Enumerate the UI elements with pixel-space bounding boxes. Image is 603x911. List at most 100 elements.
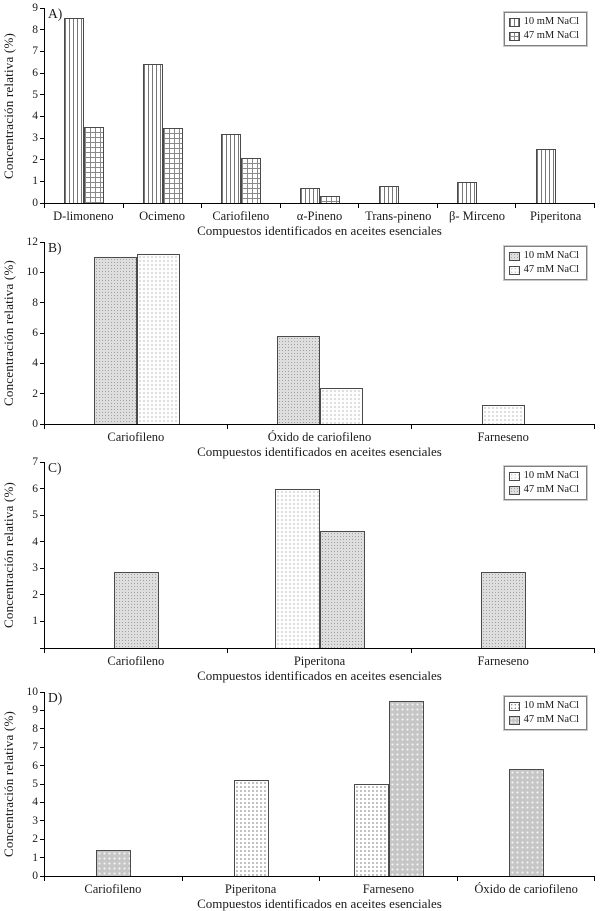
legend-item: 47 mM NaCl [508,29,579,43]
y-tick-mark [40,728,44,730]
bar-A-47mM-0 [84,127,105,203]
y-tick-label: 9 [32,2,38,14]
plot-main-A: A) 10 mM NaCl 47 mM NaCl D-limoneno Ocimeno C… [44,6,596,238]
y-axis-title-text: Concentración relativa (%) [0,260,16,406]
y-tick-mark [40,594,44,596]
y-tick-label: 5 [32,509,38,522]
y-tick-mark [40,137,44,139]
y-tick-label: 0 [32,197,38,209]
plot-area-D: D) 10 mM NaCl 47 mM NaCl [44,690,595,877]
y-tick-label: 2 [32,833,38,846]
y-axis-title-text: Concentración relativa (%) [0,32,16,179]
category-label: Cariofileno [107,430,165,444]
category-label: β- Mirceno [448,209,505,223]
y-tick-mark [40,115,44,117]
x-axis-ticks [44,649,595,653]
legend-swatch-grid-icon [508,31,520,41]
legend-C: 10 mM NaCl 47 mM NaCl [502,465,589,501]
plot-main-B: B) 10 mM NaCl 47 mM NaCl Cariofileno Óxido d… [44,240,595,459]
panel-label-C: C) [48,460,62,475]
x-tick-mark [202,204,281,208]
y-tick-mark [40,242,44,243]
category-labels: Cariofileno Piperitona Farneseno [44,654,595,668]
legend-label: 10 mM NaCl [523,700,579,711]
y-tick-mark [40,462,44,463]
category-cell [45,692,183,876]
plot-area-B: B) 10 mM NaCl 47 mM NaCl [44,240,595,425]
y-tick-label: 1 [32,175,38,188]
x-tick-mark [281,204,360,208]
y-tick-label: 2 [32,387,38,400]
bar-C-47mM-2 [480,572,526,648]
category-label: Cariofileno [107,654,165,668]
x-tick-mark [183,877,320,881]
category-cell [228,242,411,424]
bar-B-10mM-0 [93,257,137,424]
chart-panel-D: Concentración relativa (%) 0 1 2 3 4 5 6 7 8 9 10 D)… [0,683,603,911]
plot-area-C: C) 10 mM NaCl 47 mM NaCl [44,460,595,649]
category-label: Farneseno [362,882,415,896]
y-tick-label: 8 [32,23,38,36]
y-tick-mark [40,302,44,304]
category-cell [438,8,517,203]
y-axis-title-text: Concentración relativa (%) [0,482,16,628]
y-tick-mark [40,488,44,490]
legend-item: 47 mM NaCl [508,263,579,277]
x-axis-ticks [44,204,596,208]
y-tick-label: 8 [32,296,38,309]
y-tick-label: 5 [32,778,38,790]
x-tick-mark [45,425,229,429]
x-axis-title-B: Compuestos identificados en aceites esen… [197,444,442,459]
bar-C-47mM-0 [114,572,160,648]
category-labels: Cariofileno Piperitona Farneseno Óxido de c… [44,882,595,896]
x-tick-mark [458,877,595,881]
y-axis-title-A: Concentración relativa (%) [0,8,17,203]
legend-item: 47 mM NaCl [508,713,579,727]
legend-item: 47 mM NaCl [508,483,579,497]
legend-label: 47 mM NaCl [523,484,579,495]
y-tick-mark [40,202,44,204]
y-tick-label: 6 [32,759,38,772]
y-tick-label: 0 [32,870,38,882]
category-label: Óxido de cariofileno [474,882,578,896]
bar-A-10mM-0 [64,17,85,203]
y-tick-mark [40,50,44,52]
y-tick-mark [40,875,44,877]
x-axis-ticks [44,425,595,429]
legend-item: 10 mM NaCl [508,699,579,713]
y-tick-label: 1 [32,615,38,628]
bar-D-47mM-2 [388,701,424,876]
y-tick-mark [40,72,44,74]
y-tick-label: 7 [32,45,38,58]
category-cell [320,692,458,876]
y-tick-label: 6 [32,482,38,495]
x-tick-mark [412,649,595,653]
y-tick-mark [40,362,44,364]
chart-panel-A: Concentración relativa (%) 0 1 2 3 4 5 6 7 8 9 A) 10… [0,0,603,238]
y-tick-label: 4 [32,796,38,809]
category-label: Trans-pineno [365,209,432,223]
y-tick-label: 4 [32,357,38,370]
legend-swatch-checker-icon [508,251,520,261]
y-tick-label: 10 [26,686,39,698]
y-tick-mark [40,514,44,516]
x-tick-mark [45,649,229,653]
y-tick-mark [40,393,44,395]
x-tick-mark [359,204,438,208]
category-label: Farneseno [477,654,529,668]
category-label: Cariofileno [84,882,142,896]
legend-label: 47 mM NaCl [523,714,579,725]
bar-A-10mM-2 [221,133,242,203]
legend-label: 10 mM NaCl [523,470,579,481]
x-tick-mark [45,204,124,208]
y-tick-mark [40,783,44,785]
plot-area-A: A) 10 mM NaCl 47 mM NaCl [44,6,595,204]
y-tick-label: 9 [32,704,38,717]
bar-B-10mM-1 [276,336,320,424]
y-tick-mark [40,801,44,803]
y-tick-mark [40,423,44,425]
legend-item: 10 mM NaCl [508,249,579,263]
x-tick-mark [45,877,183,881]
y-tick-mark [40,567,44,569]
bar-D-10mM-2 [353,784,389,876]
